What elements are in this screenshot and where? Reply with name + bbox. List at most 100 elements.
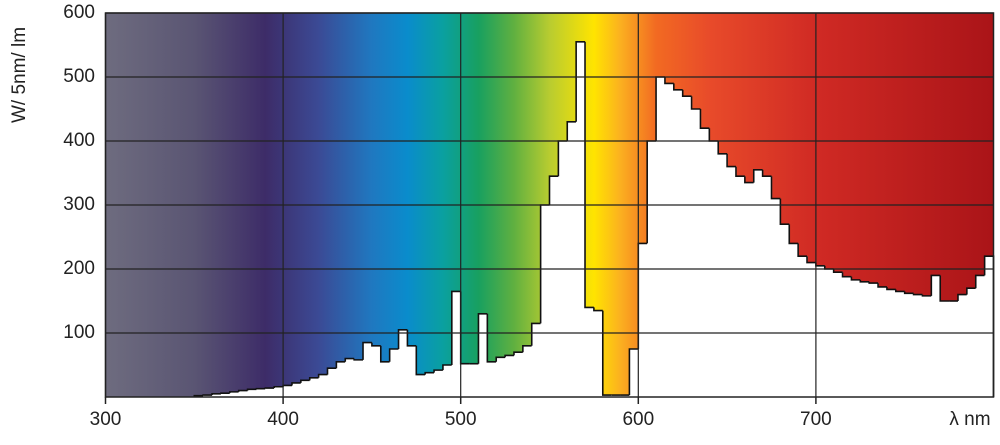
spectrum-bin <box>807 262 817 397</box>
y-tick-label: 100 <box>63 322 95 343</box>
spectrum-bin <box>496 357 506 397</box>
spectrum-edge <box>797 243 808 257</box>
spectrum-bin <box>540 205 551 397</box>
spectrum-edge <box>335 361 346 369</box>
spectrum-bin <box>363 342 373 397</box>
spectrum-edge <box>255 387 266 390</box>
spectrum-bin <box>611 395 622 397</box>
spectrum-edge <box>326 367 337 375</box>
spectrum-edge <box>957 293 967 301</box>
spectrum-edge <box>939 275 950 302</box>
spectrum-bin <box>380 361 391 397</box>
spectrum-bin <box>407 345 417 397</box>
spectrum-edge <box>362 341 372 360</box>
spectrum-edge <box>433 369 443 373</box>
plot-frame <box>104 12 995 398</box>
spectrum-edge <box>424 371 435 375</box>
spectrum-bin <box>416 374 426 397</box>
spectrum-bin <box>229 391 240 397</box>
spectrum-edge <box>761 169 772 177</box>
x-tick-label: 500 <box>445 409 477 430</box>
spectrum-edge <box>673 83 683 91</box>
spectrum-edge <box>966 287 976 295</box>
y-tick-label: 300 <box>63 194 95 215</box>
spectrum-edge <box>477 313 488 364</box>
y-tick-label: 400 <box>63 130 95 151</box>
spectrum-edge <box>584 41 594 309</box>
spectrum-bin <box>256 388 266 397</box>
spectrum-bin <box>283 385 293 397</box>
spectrum-bin <box>878 286 888 397</box>
spectrum-edge <box>344 357 355 362</box>
spectrum-edge <box>974 274 985 289</box>
x-tick-label: 700 <box>800 409 832 430</box>
spectrum-bin <box>345 358 355 397</box>
spectrum-edge <box>388 348 399 362</box>
spectrum-edge <box>690 96 701 110</box>
spectrum-edge <box>788 224 799 245</box>
spectrum-bin <box>780 224 790 397</box>
spectrum-edge <box>726 153 736 168</box>
spectrum-edge <box>229 391 239 394</box>
spectrum-edge <box>832 269 843 273</box>
spectrum-bin <box>522 345 533 397</box>
spectrum-edge <box>593 307 603 312</box>
spectrum-bin <box>274 386 284 397</box>
spectrum-bin <box>789 243 799 397</box>
spectrum-bin <box>886 289 897 397</box>
spectrum-edge <box>699 109 710 129</box>
spectrum-bin <box>860 281 870 397</box>
spectrum-bin <box>762 176 773 397</box>
x-axis-label: λ nm <box>949 409 990 430</box>
spectrum-edge <box>504 354 514 358</box>
spectrum-bin <box>460 363 471 397</box>
spectrum-bin <box>265 388 275 397</box>
spectrum-edge <box>291 382 301 386</box>
spectrum-edge <box>877 283 887 288</box>
spectrum-edge <box>246 388 257 391</box>
x-tick-label: 600 <box>622 409 654 430</box>
spectrum-edge <box>371 342 381 347</box>
spectrum-edge <box>566 121 577 141</box>
spectrum-bin <box>895 291 906 397</box>
spectrum-bin <box>425 372 435 397</box>
spectrum-edge <box>442 364 452 371</box>
spectrum-bin <box>576 41 586 398</box>
spectrum-bin <box>238 390 249 397</box>
spectrum-bin <box>771 198 781 397</box>
spectrum-edge <box>237 389 248 392</box>
spectrum-bin <box>700 128 710 397</box>
spectrum-edge <box>415 345 426 376</box>
spectrum-bin <box>638 243 648 397</box>
spectrum-bin <box>593 310 604 397</box>
spectrum-bin <box>469 363 480 397</box>
spectrum-edge <box>859 279 870 283</box>
spectrum-bin <box>247 389 258 397</box>
spectrum-edge <box>895 289 905 293</box>
spectrum-edge <box>601 310 612 396</box>
spectrum-edge <box>886 286 896 291</box>
y-tick-label: 200 <box>63 258 95 279</box>
spectrum-edge <box>397 329 408 349</box>
y-axis-label: W/ 5nm/ lm <box>9 27 30 123</box>
spectrum-edge <box>548 175 559 205</box>
spectrum-edge <box>317 373 328 378</box>
spectrum-edge <box>806 256 816 264</box>
spectrum-edge <box>850 276 861 281</box>
spectrum-bin <box>940 301 950 397</box>
spectrum-edge <box>744 176 754 184</box>
spectrum-bin <box>664 83 675 398</box>
spectrum-bin <box>842 276 853 397</box>
spectrum-bin <box>505 355 515 397</box>
y-tick-label: 600 <box>63 2 95 23</box>
x-tick-label: 400 <box>267 409 299 430</box>
spectrum-bin <box>833 272 844 397</box>
spectrum-edge <box>717 141 728 155</box>
spectrum-edge <box>486 313 497 363</box>
spectrum-edge <box>903 291 914 295</box>
spectrum-edge <box>752 169 763 183</box>
spectrum-bin <box>478 313 488 397</box>
spectrum-edge <box>868 281 879 284</box>
spectrum-edge <box>912 293 923 296</box>
